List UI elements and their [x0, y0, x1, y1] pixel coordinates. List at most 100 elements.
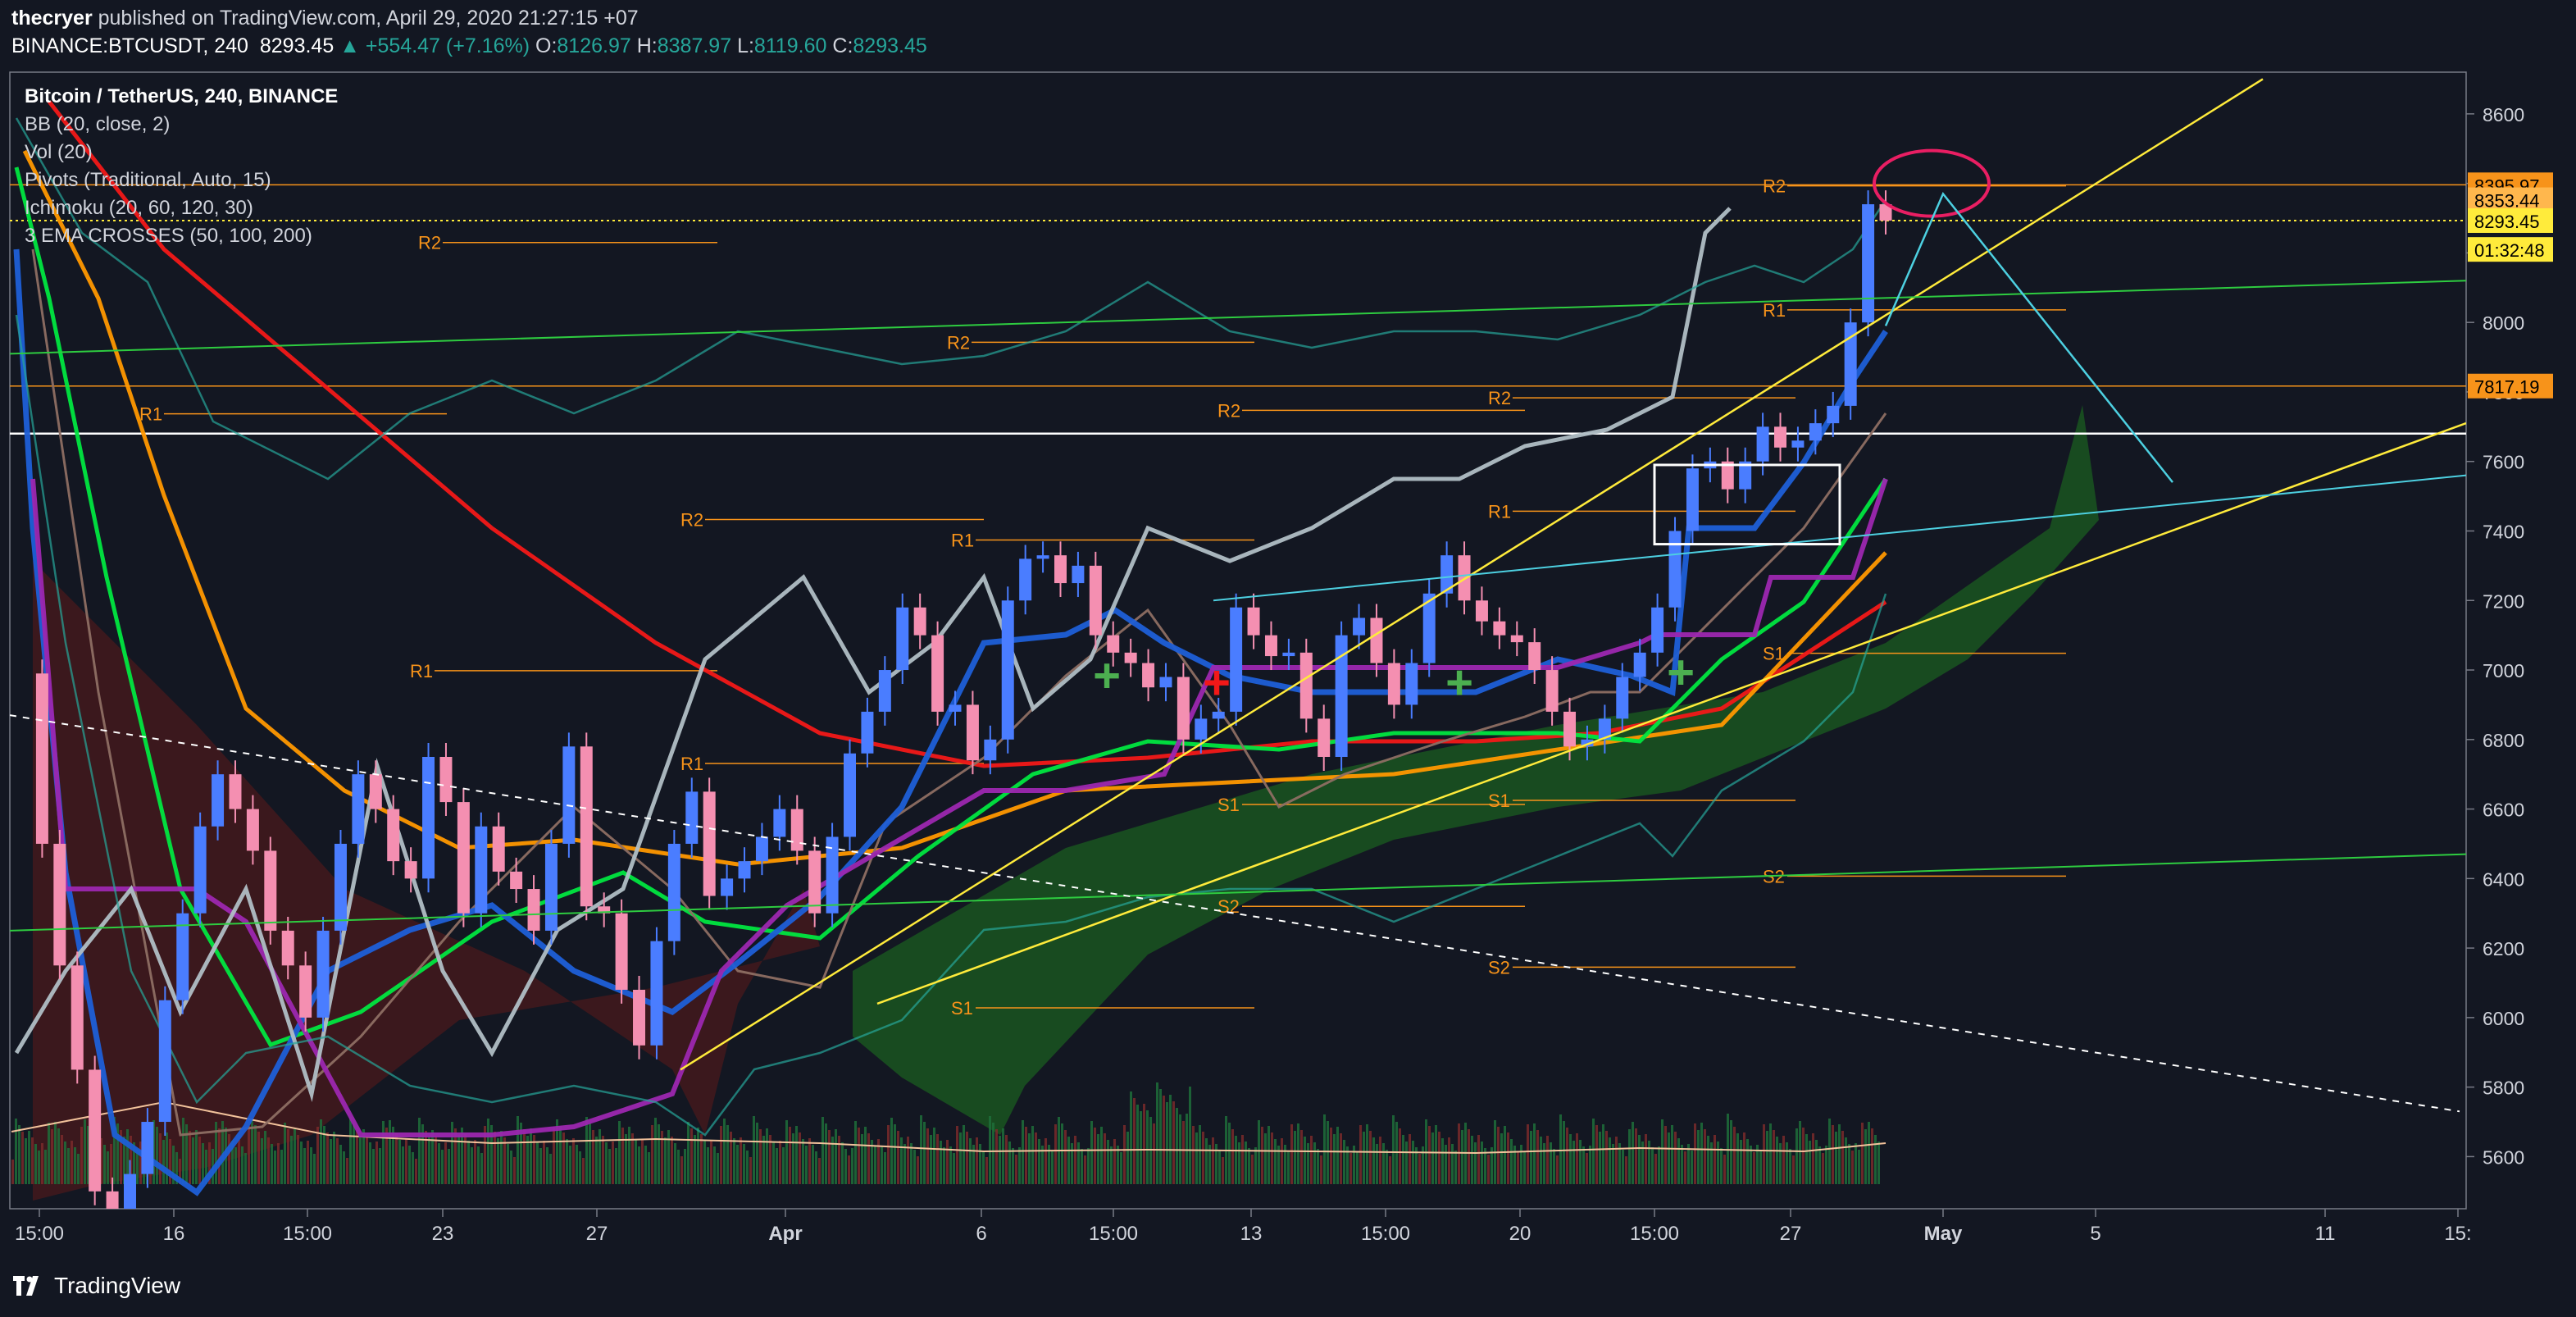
- volume-bar: [241, 1146, 243, 1184]
- y-tick-label: 6800: [2483, 730, 2524, 751]
- volume-bar: [379, 1148, 381, 1184]
- volume-bar: [854, 1121, 857, 1184]
- volume-bar: [1654, 1154, 1657, 1184]
- legend-ichimoku[interactable]: Ichimoku (20, 60, 120, 30): [25, 197, 253, 219]
- legend-ema-crosses[interactable]: 3 EMA CROSSES (50, 100, 200): [25, 225, 312, 247]
- candle-body: [492, 826, 505, 872]
- ema-100-line: [22, 149, 1887, 867]
- volume-bar: [1284, 1145, 1286, 1184]
- volume-bar: [766, 1128, 768, 1184]
- candle-body: [1791, 440, 1805, 448]
- price-chart[interactable]: R2R1R2R2R1R1R2R1S1S2S1R2R1S1S2R2R1S1S2 +…: [0, 69, 2576, 1255]
- volume-bar: [1245, 1142, 1247, 1184]
- volume-bar: [11, 1160, 14, 1184]
- volume-bar: [1409, 1134, 1411, 1184]
- volume-bar: [923, 1122, 926, 1184]
- volume-bar: [1818, 1146, 1821, 1184]
- volume-bar: [1428, 1126, 1431, 1184]
- volume-bar: [1441, 1138, 1444, 1184]
- volume-bar: [1090, 1121, 1093, 1184]
- pivot-level-label: R1: [1488, 501, 1511, 522]
- candle-body: [439, 756, 453, 803]
- volume-bar: [425, 1131, 427, 1184]
- volume-bar: [589, 1123, 591, 1184]
- volume-bar: [1126, 1132, 1129, 1184]
- volume-bar: [851, 1148, 853, 1184]
- volume-bar: [844, 1149, 847, 1184]
- volume-bar: [1028, 1133, 1031, 1184]
- volume-bar: [1838, 1124, 1841, 1184]
- tradingview-logo-icon[interactable]: [11, 1271, 48, 1301]
- brand-name[interactable]: TradingView: [54, 1273, 181, 1298]
- volume-bar: [736, 1145, 739, 1184]
- volume-bar: [1841, 1131, 1844, 1184]
- volume-bar: [1346, 1146, 1349, 1184]
- legend-pivots[interactable]: Pivots (Traditional, Auto, 15): [25, 169, 271, 191]
- volume-bar: [1809, 1141, 1811, 1184]
- volume-bar: [1681, 1145, 1683, 1184]
- volume-bar: [1254, 1147, 1257, 1184]
- volume-bar: [1572, 1141, 1575, 1184]
- volume-bar: [776, 1148, 778, 1184]
- pivot-level-label: R2: [1488, 388, 1511, 408]
- volume-bar: [297, 1135, 299, 1184]
- volume-bar: [598, 1129, 601, 1184]
- volume-bar: [543, 1141, 545, 1184]
- volume-bar: [133, 1142, 135, 1184]
- volume-bar: [175, 1152, 178, 1184]
- volume-bar: [1018, 1147, 1021, 1184]
- author-name[interactable]: thecryer: [11, 7, 93, 30]
- volume-bar: [294, 1128, 296, 1184]
- volume-bar: [1418, 1154, 1421, 1184]
- volume-bar: [353, 1123, 355, 1184]
- volume-bar: [152, 1120, 155, 1184]
- legend-vol[interactable]: Vol (20): [25, 141, 93, 163]
- volume-bar: [674, 1143, 676, 1184]
- volume-bar: [1454, 1151, 1457, 1184]
- pivot-level-label: R1: [951, 531, 974, 551]
- volume-bar: [1605, 1131, 1608, 1184]
- candle-body: [35, 673, 48, 844]
- volume-bar: [1704, 1129, 1706, 1184]
- volume-bar: [48, 1123, 50, 1184]
- volume-bar: [667, 1130, 670, 1184]
- candle-body: [949, 704, 962, 712]
- volume-bar: [638, 1146, 640, 1184]
- volume-bar: [1156, 1082, 1158, 1184]
- volume-bar: [1199, 1125, 1201, 1184]
- volume-bar: [139, 1142, 142, 1184]
- volume-bar: [907, 1137, 909, 1184]
- volume-bar: [487, 1119, 489, 1184]
- volume-bar: [67, 1148, 70, 1184]
- publish-text: published on TradingView.com, April 29, …: [92, 7, 639, 30]
- candle-body: [1440, 555, 1454, 594]
- volume-bar: [418, 1118, 421, 1184]
- volume-bar: [526, 1136, 529, 1184]
- x-tick-label: 27: [1780, 1223, 1802, 1245]
- legend-bb[interactable]: BB (20, close, 2): [25, 113, 171, 135]
- volume-bar: [218, 1128, 221, 1184]
- volume-bar: [1714, 1135, 1716, 1184]
- volume-bar: [831, 1137, 834, 1184]
- volume-bar: [126, 1129, 129, 1184]
- volume-bar: [1153, 1123, 1155, 1184]
- candle-body: [808, 850, 821, 914]
- ema-cross-marker: +: [1203, 656, 1231, 709]
- volume-bar: [1015, 1155, 1017, 1184]
- volume-bar: [1530, 1131, 1532, 1184]
- price-badge-label: 01:32:48: [2474, 240, 2545, 261]
- candle-body: [299, 965, 312, 1018]
- volume-bar: [1517, 1152, 1519, 1184]
- y-tick-label: 7000: [2483, 660, 2524, 681]
- volume-bar: [792, 1133, 794, 1184]
- volume-bar: [1759, 1151, 1762, 1184]
- volume-bar: [625, 1134, 627, 1184]
- volume-bar: [120, 1130, 122, 1184]
- volume-bar: [1763, 1124, 1765, 1184]
- volume-bar: [1733, 1127, 1736, 1184]
- volume-bar: [762, 1136, 765, 1184]
- volume-bar: [116, 1123, 119, 1184]
- candle-body: [1510, 635, 1523, 643]
- volume-bar: [228, 1134, 230, 1184]
- volume-bar: [343, 1151, 345, 1184]
